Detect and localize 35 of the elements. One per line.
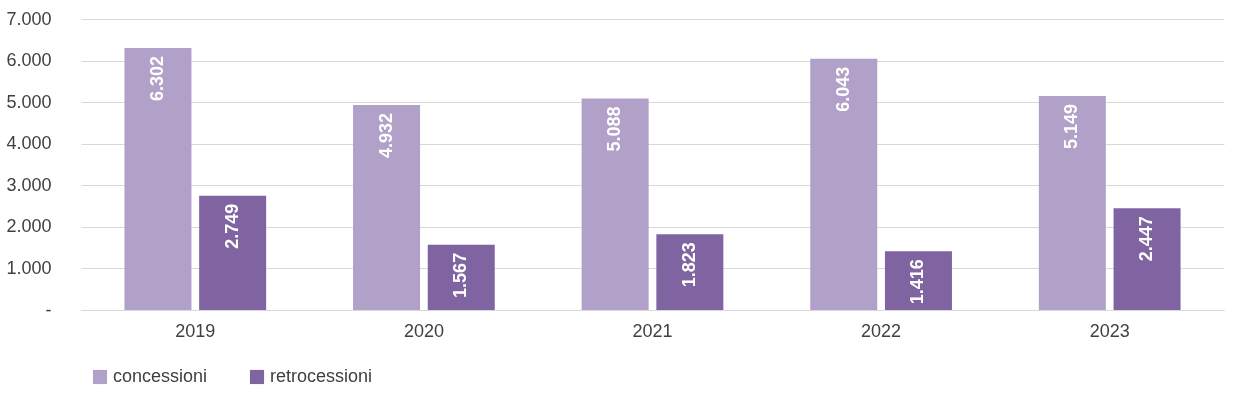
data-label: 5.088 — [604, 106, 625, 152]
y-tick-label: 2.000 — [6, 216, 52, 237]
bar — [124, 48, 192, 310]
legend-label: concessioni — [113, 366, 208, 386]
bar — [810, 58, 878, 310]
data-label: 2.749 — [221, 203, 242, 249]
data-label: 1.823 — [678, 242, 699, 288]
data-label: 6.302 — [146, 56, 167, 102]
data-label: 4.932 — [375, 112, 396, 159]
y-tick-label: 6.000 — [6, 50, 52, 71]
bar — [353, 104, 421, 310]
bar — [884, 251, 952, 310]
data-label: 1.416 — [907, 259, 928, 305]
y-tick-label: 7.000 — [6, 8, 52, 29]
x-tick-label: 2020 — [403, 320, 444, 341]
legend-label: retrocessioni — [270, 366, 373, 386]
x-tick-label: 2023 — [1089, 320, 1130, 341]
bar — [1113, 208, 1181, 310]
data-label: 6.043 — [832, 66, 853, 112]
data-label: 1.567 — [450, 252, 471, 298]
bar — [427, 244, 495, 310]
x-tick-label: 2021 — [632, 320, 673, 341]
y-tick-label: 1.000 — [6, 257, 52, 278]
y-tick-label: 4.000 — [6, 133, 52, 154]
bar — [1038, 95, 1106, 310]
x-tick-label: 2019 — [175, 320, 216, 341]
data-label: 2.447 — [1136, 216, 1157, 262]
bar — [581, 98, 649, 310]
bar — [199, 195, 267, 310]
data-label: 5.149 — [1061, 103, 1082, 149]
y-tick-label: 5.000 — [6, 91, 52, 112]
y-tick-label: 3.000 — [6, 174, 52, 195]
bar — [656, 234, 724, 310]
x-tick-label: 2022 — [861, 320, 902, 341]
y-tick-label: - — [45, 299, 52, 320]
